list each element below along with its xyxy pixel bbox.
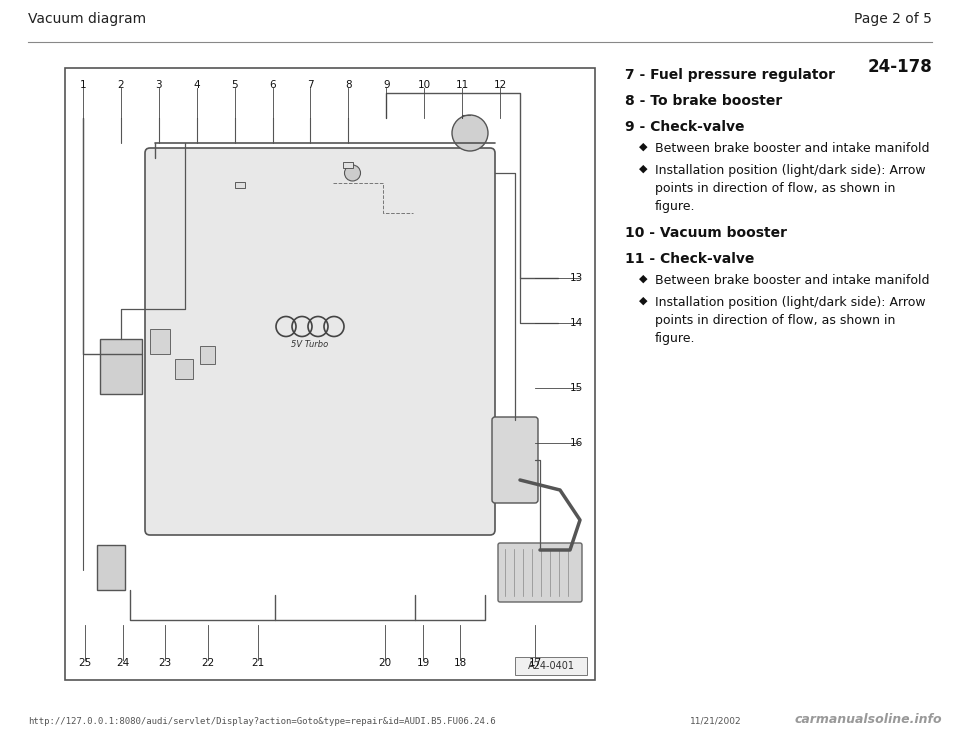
Text: figure.: figure. xyxy=(655,200,695,213)
Text: points in direction of flow, as shown in: points in direction of flow, as shown in xyxy=(655,314,896,327)
Text: 11: 11 xyxy=(455,80,468,90)
Text: 14: 14 xyxy=(569,318,583,328)
Text: 8 - To brake booster: 8 - To brake booster xyxy=(625,94,782,108)
Text: points in direction of flow, as shown in: points in direction of flow, as shown in xyxy=(655,182,896,195)
Text: 13: 13 xyxy=(569,273,583,283)
Circle shape xyxy=(452,115,488,151)
Text: 5V Turbo: 5V Turbo xyxy=(292,340,328,349)
Text: 23: 23 xyxy=(158,658,172,668)
Text: 18: 18 xyxy=(453,658,467,668)
Text: 2: 2 xyxy=(117,80,124,90)
Text: 9 - Check-valve: 9 - Check-valve xyxy=(625,120,745,134)
Text: 3: 3 xyxy=(156,80,162,90)
Text: 15: 15 xyxy=(569,383,583,393)
Bar xyxy=(97,545,125,590)
Text: http://127.0.0.1:8080/audi/servlet/Display?action=Goto&type=repair&id=AUDI.B5.FU: http://127.0.0.1:8080/audi/servlet/Displ… xyxy=(28,717,495,726)
Bar xyxy=(515,657,587,675)
Text: 7 - Fuel pressure regulator: 7 - Fuel pressure regulator xyxy=(625,68,835,82)
FancyBboxPatch shape xyxy=(498,543,582,602)
Text: 9: 9 xyxy=(383,80,390,90)
Bar xyxy=(344,162,353,168)
Text: ◆: ◆ xyxy=(639,164,647,174)
FancyBboxPatch shape xyxy=(492,417,538,503)
Bar xyxy=(200,346,215,364)
Text: ◆: ◆ xyxy=(639,296,647,306)
Text: 24: 24 xyxy=(116,658,130,668)
Text: 4: 4 xyxy=(193,80,200,90)
Circle shape xyxy=(345,165,361,181)
Text: 17: 17 xyxy=(528,658,541,668)
Bar xyxy=(150,329,170,354)
Text: Page 2 of 5: Page 2 of 5 xyxy=(854,12,932,26)
Bar xyxy=(175,359,193,379)
Text: 25: 25 xyxy=(79,658,91,668)
Text: ◆: ◆ xyxy=(639,142,647,152)
Text: 19: 19 xyxy=(417,658,430,668)
Text: figure.: figure. xyxy=(655,332,695,345)
Text: 21: 21 xyxy=(252,658,265,668)
Bar xyxy=(65,68,595,680)
Bar xyxy=(234,182,245,188)
Text: 24-178: 24-178 xyxy=(867,58,932,76)
Text: 5: 5 xyxy=(231,80,238,90)
Text: ◆: ◆ xyxy=(639,274,647,284)
Text: 7: 7 xyxy=(307,80,314,90)
Text: A24-0401: A24-0401 xyxy=(527,661,574,671)
Text: 6: 6 xyxy=(269,80,276,90)
Text: Between brake booster and intake manifold: Between brake booster and intake manifol… xyxy=(655,274,929,287)
Bar xyxy=(100,339,142,394)
Text: 12: 12 xyxy=(493,80,507,90)
Text: 22: 22 xyxy=(202,658,215,668)
Text: 20: 20 xyxy=(378,658,392,668)
Text: 1: 1 xyxy=(80,80,86,90)
Text: carmanualsoline.info: carmanualsoline.info xyxy=(794,713,942,726)
Text: 11 - Check-valve: 11 - Check-valve xyxy=(625,252,755,266)
Text: 16: 16 xyxy=(569,438,583,448)
Text: 10 - Vacuum booster: 10 - Vacuum booster xyxy=(625,226,787,240)
Text: Installation position (light/dark side): Arrow: Installation position (light/dark side):… xyxy=(655,296,925,309)
Text: 10: 10 xyxy=(418,80,431,90)
FancyBboxPatch shape xyxy=(145,148,495,535)
Text: Vacuum diagram: Vacuum diagram xyxy=(28,12,146,26)
Text: Installation position (light/dark side): Arrow: Installation position (light/dark side):… xyxy=(655,164,925,177)
Text: 11/21/2002: 11/21/2002 xyxy=(690,717,742,726)
Text: Between brake booster and intake manifold: Between brake booster and intake manifol… xyxy=(655,142,929,155)
Text: 8: 8 xyxy=(345,80,351,90)
